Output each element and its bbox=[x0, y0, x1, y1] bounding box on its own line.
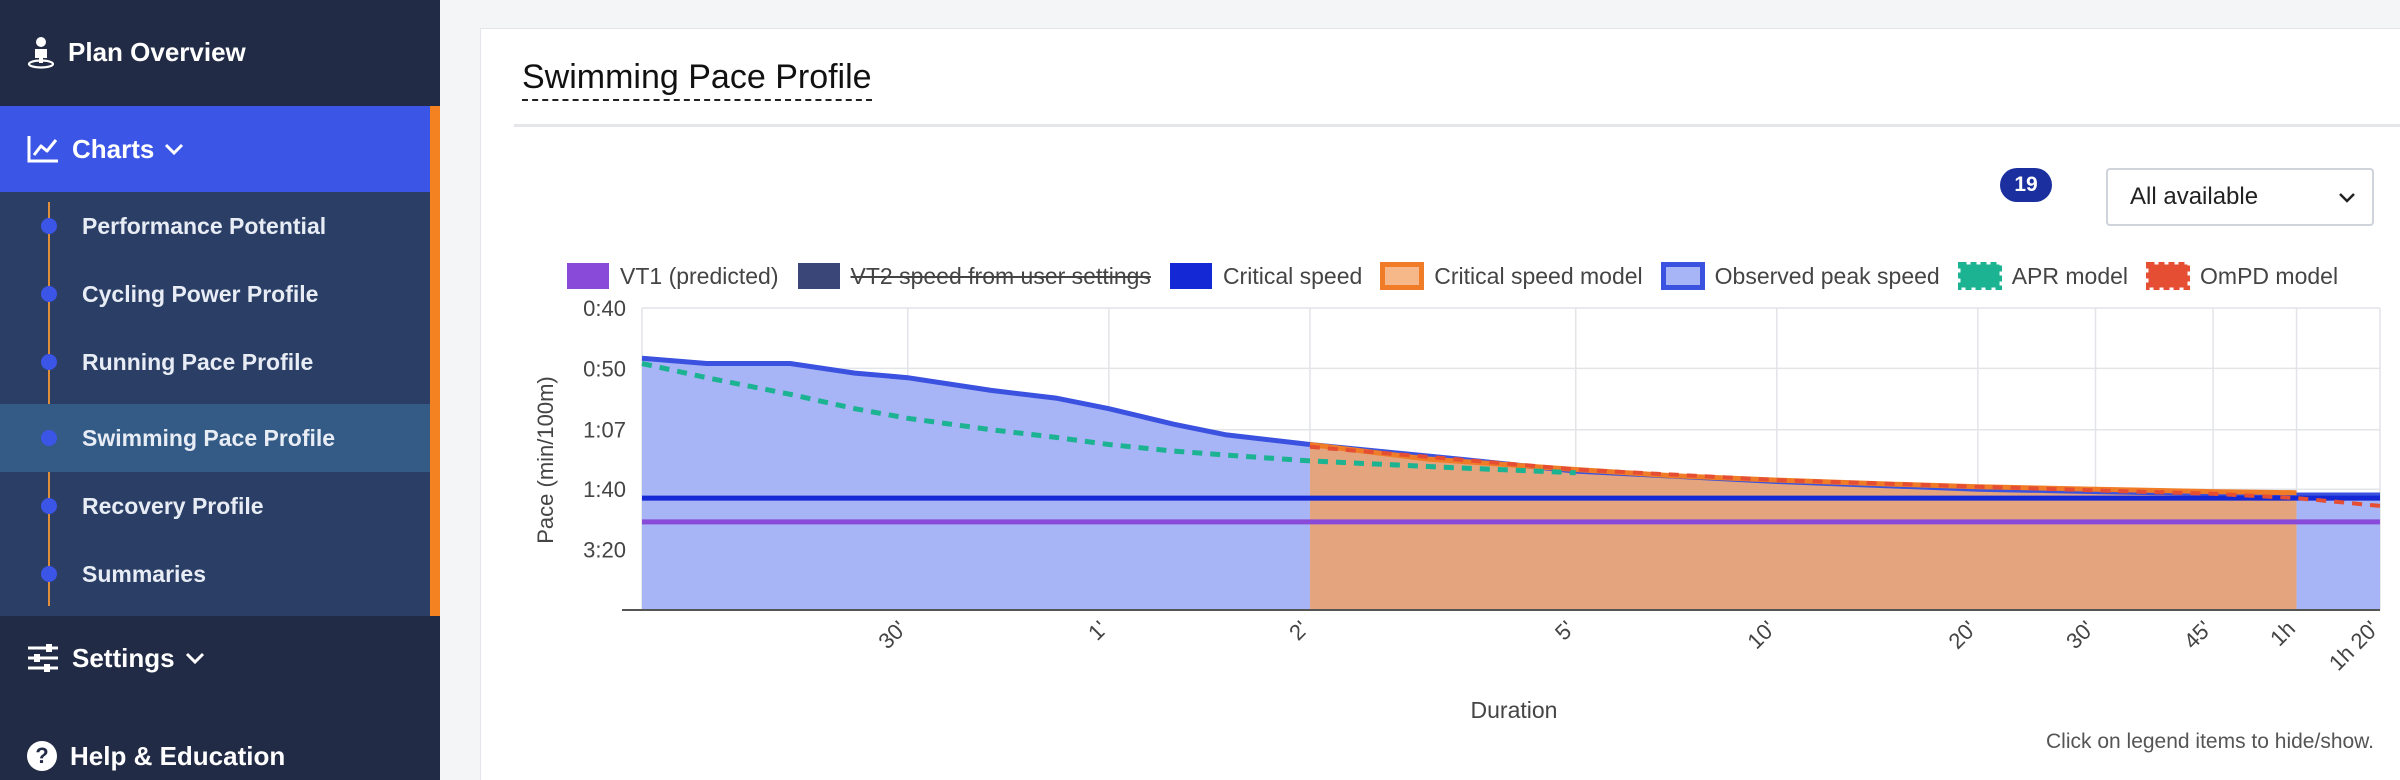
ompd-model-line bbox=[1309, 444, 2381, 508]
chevron-down-icon bbox=[2336, 186, 2358, 215]
sidebar-item-cycling-power-profile[interactable]: Cycling Power Profile bbox=[0, 260, 430, 328]
observed-peak-area bbox=[642, 358, 2380, 610]
cs-model-area bbox=[1309, 444, 2297, 610]
x-tick-labels: 30' 1' 2' 5' 10' 20' 30' 45' 1h 1h 20' bbox=[873, 616, 2383, 676]
legend-item-critical-speed[interactable]: Critical speed bbox=[1169, 262, 1362, 290]
chevron-down-icon bbox=[164, 142, 184, 156]
sidebar-item-summaries[interactable]: Summaries bbox=[0, 540, 430, 608]
legend-swatch-critical-speed bbox=[1169, 263, 1212, 289]
sliders-icon bbox=[26, 643, 60, 673]
x-tick-label: 2' bbox=[1284, 616, 1313, 645]
count-badge: 19 bbox=[2000, 168, 2052, 202]
legend-label: Critical speed model bbox=[1434, 262, 1643, 289]
nav-help-label: Help & Education bbox=[70, 740, 286, 771]
x-tick-label: 10' bbox=[1742, 616, 1780, 654]
active-section-accent bbox=[430, 106, 440, 616]
bullet-icon bbox=[41, 354, 57, 370]
nav-plan-overview-label: Plan Overview bbox=[68, 36, 246, 67]
legend-swatch-vt2 bbox=[797, 263, 840, 289]
x-tick-label: 1h bbox=[2265, 616, 2300, 651]
nav-settings[interactable]: Settings bbox=[0, 618, 440, 698]
charts-submenu: Performance Potential Cycling Power Prof… bbox=[0, 192, 430, 616]
x-axis-title: Duration bbox=[1471, 697, 1558, 723]
nav-settings-label: Settings bbox=[72, 642, 175, 673]
legend-label: VT1 (predicted) bbox=[620, 262, 779, 289]
y-axis-title: Pace (min/100m) bbox=[533, 376, 558, 544]
chart-axes: Pace (min/100m) Duration bbox=[533, 376, 2380, 723]
chevron-down-icon bbox=[185, 651, 205, 665]
sidebar-item-swimming-pace-profile[interactable]: Swimming Pace Profile bbox=[0, 404, 430, 472]
x-tick-label: 20' bbox=[1943, 616, 1981, 654]
legend-label: OmPD model bbox=[2200, 262, 2339, 289]
x-tick-label: 30' bbox=[2061, 616, 2099, 654]
y-tick-label: 0:40 bbox=[583, 296, 626, 321]
legend-swatch-ompd bbox=[2146, 262, 2191, 290]
nav-charts[interactable]: Charts bbox=[0, 106, 430, 192]
legend-item-vt1[interactable]: VT1 (predicted) bbox=[566, 262, 779, 290]
legend-item-ompd[interactable]: OmPD model bbox=[2146, 262, 2338, 290]
y-tick-labels: 0:40 0:50 1:07 1:40 3:20 bbox=[583, 296, 626, 563]
apr-model-line bbox=[641, 361, 1576, 476]
title-divider bbox=[514, 124, 2400, 127]
nav-help-education[interactable]: ? Help & Education bbox=[0, 716, 440, 780]
x-tick-label: 45' bbox=[2179, 616, 2217, 654]
sidebar-item-performance-potential[interactable]: Performance Potential bbox=[0, 192, 430, 260]
legend-swatch-observed bbox=[1660, 262, 1705, 290]
legend-label: VT2 speed from user settings bbox=[850, 262, 1151, 289]
help-circle-icon: ? bbox=[26, 740, 58, 772]
sidebar-item-label: Recovery Profile bbox=[82, 492, 264, 519]
sidebar-item-label: Swimming Pace Profile bbox=[82, 424, 336, 451]
x-tick-label: 30' bbox=[873, 616, 911, 654]
chart-lines bbox=[641, 361, 2381, 525]
y-tick-label: 0:50 bbox=[583, 356, 626, 381]
bullet-icon bbox=[41, 430, 57, 446]
y-tick-label: 3:20 bbox=[583, 538, 626, 563]
nav-charts-label: Charts bbox=[72, 133, 155, 164]
line-chart-icon bbox=[26, 134, 60, 164]
person-icon bbox=[26, 35, 56, 69]
bullet-icon bbox=[41, 566, 57, 582]
legend-item-cs-model[interactable]: Critical speed model bbox=[1380, 262, 1643, 290]
y-tick-label: 1:07 bbox=[583, 418, 626, 443]
legend-item-observed[interactable]: Observed peak speed bbox=[1660, 262, 1940, 290]
bullet-icon bbox=[41, 498, 57, 514]
data-range-select[interactable]: All available bbox=[2106, 168, 2374, 226]
sidebar-item-running-pace-profile[interactable]: Running Pace Profile bbox=[0, 328, 430, 396]
legend-label: Critical speed bbox=[1222, 262, 1363, 289]
legend-label: Observed peak speed bbox=[1714, 262, 1940, 289]
x-tick-label: 1h 20' bbox=[2324, 616, 2384, 676]
legend-swatch-cs-model bbox=[1380, 262, 1425, 290]
sidebar-item-label: Running Pace Profile bbox=[82, 348, 314, 375]
data-range-select-value: All available bbox=[2130, 183, 2259, 210]
legend-item-apr[interactable]: APR model bbox=[1957, 262, 2129, 290]
x-tick-label: 5' bbox=[1550, 616, 1579, 645]
legend-swatch-apr bbox=[1957, 262, 2002, 290]
y-tick-label: 1:40 bbox=[583, 477, 626, 502]
page-title[interactable]: Swimming Pace Profile bbox=[522, 58, 872, 101]
legend-item-vt2[interactable]: VT2 speed from user settings bbox=[797, 262, 1151, 290]
sidebar: Plan Overview Charts Performance Potenti… bbox=[0, 0, 440, 780]
chart-areas bbox=[641, 355, 2380, 610]
bullet-icon bbox=[41, 286, 57, 302]
x-tick-label: 1' bbox=[1083, 616, 1112, 645]
sidebar-item-label: Cycling Power Profile bbox=[82, 280, 319, 307]
chart-legend: VT1 (predicted) VT2 speed from user sett… bbox=[566, 260, 2356, 292]
svg-text:?: ? bbox=[35, 743, 48, 768]
sidebar-item-recovery-profile[interactable]: Recovery Profile bbox=[0, 472, 430, 540]
legend-swatch-vt1 bbox=[567, 263, 609, 289]
sidebar-item-label: Performance Potential bbox=[82, 212, 327, 239]
nav-plan-overview[interactable]: Plan Overview bbox=[0, 0, 440, 104]
legend-label: APR model bbox=[2011, 262, 2129, 289]
legend-hint: Click on legend items to hide/show. bbox=[2046, 730, 2375, 753]
sidebar-item-label: Summaries bbox=[82, 560, 207, 587]
bullet-icon bbox=[41, 218, 57, 234]
